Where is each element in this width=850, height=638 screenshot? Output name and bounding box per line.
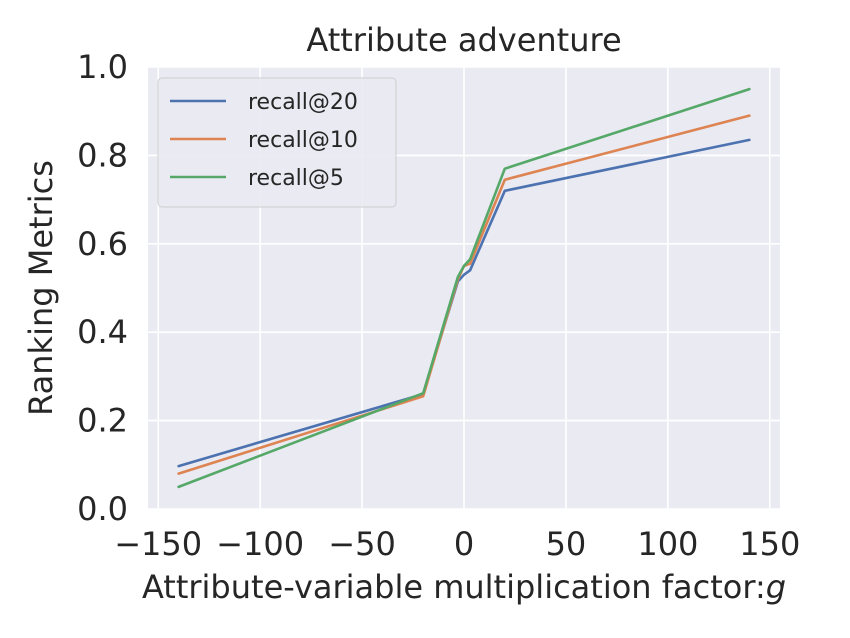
x-axis-label: Attribute-variable multiplication factor… [142, 568, 786, 606]
x-tick-label: 0 [454, 525, 474, 563]
y-tick-label: 0.8 [77, 136, 128, 174]
legend-label: recall@5 [248, 166, 344, 191]
legend-box [157, 77, 397, 208]
y-tick-label: 0.6 [77, 225, 128, 263]
y-tick-label: 0.2 [77, 402, 128, 440]
y-tick-label: 0.4 [77, 313, 128, 351]
legend-label: recall@20 [248, 90, 358, 115]
y-axis-label: Ranking Metrics [22, 160, 60, 416]
y-tick-label: 1.0 [77, 48, 128, 86]
x-tick-label: 150 [739, 525, 800, 563]
x-tick-label: −50 [328, 525, 396, 563]
x-tick-label: −150 [114, 525, 202, 563]
y-tick-labels: 0.0 0.2 0.4 0.6 0.8 1.0 [77, 48, 128, 528]
series-layer [177, 87, 751, 489]
y-tick-label: 0.0 [77, 490, 128, 528]
legend: recall@20 recall@10 recall@5 [157, 77, 397, 208]
chart-title: Attribute adventure [306, 21, 621, 59]
x-tick-label: 100 [637, 525, 698, 563]
x-tick-label: −100 [216, 525, 304, 563]
x-tick-labels: −150 −100 −50 0 50 100 150 [114, 525, 800, 563]
series-line-recall-at-5 [177, 87, 751, 489]
legend-label: recall@10 [248, 128, 358, 153]
x-tick-label: 50 [546, 525, 587, 563]
